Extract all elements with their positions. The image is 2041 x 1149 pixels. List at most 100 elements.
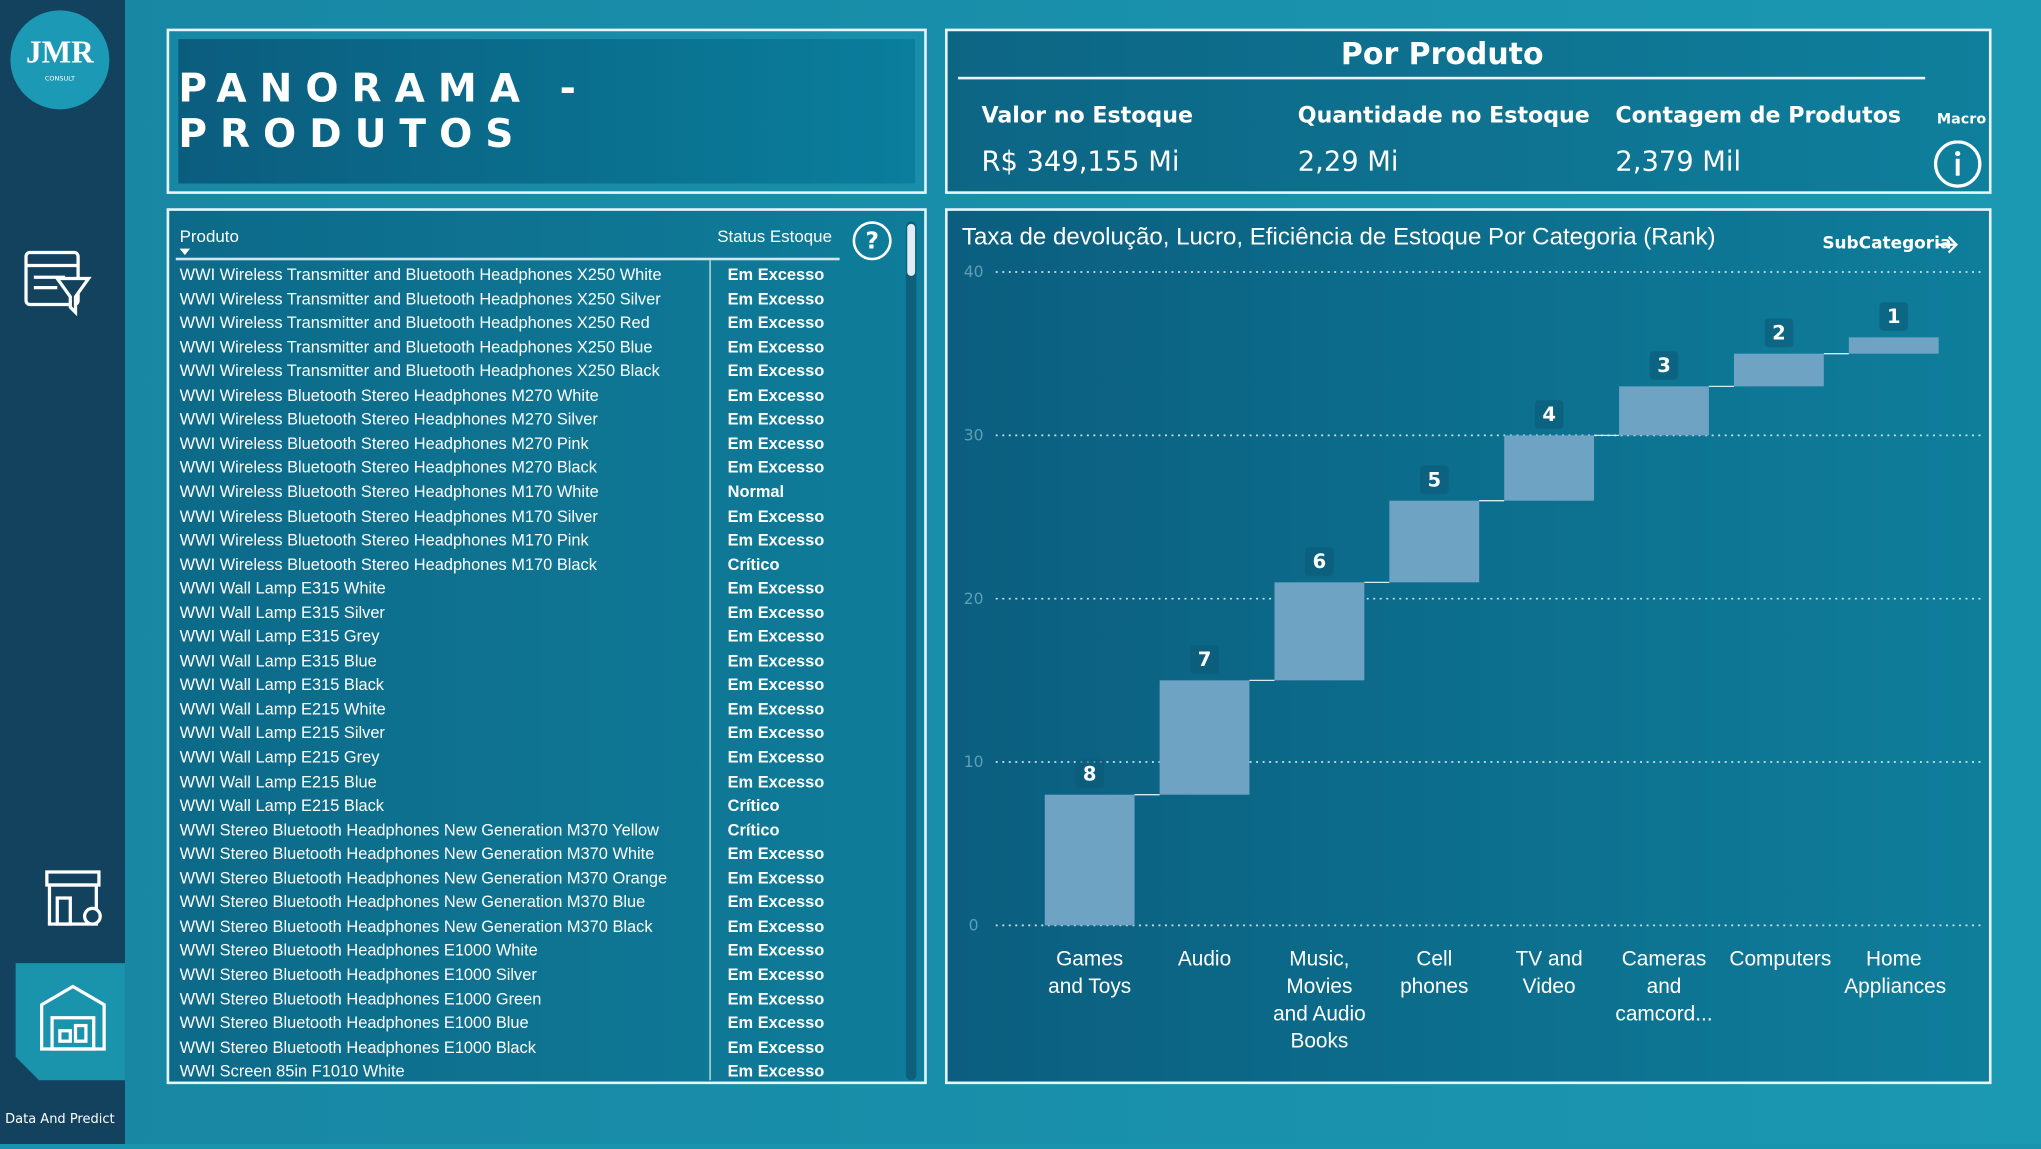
- data-label: 6: [1313, 550, 1327, 573]
- table-row[interactable]: WWI Stereo Bluetooth Headphones E1000 Bl…: [180, 1011, 825, 1034]
- status-cell: Em Excesso: [727, 1038, 825, 1057]
- data-label-bg: [1075, 759, 1104, 789]
- status-cell: Em Excesso: [727, 917, 825, 936]
- status-cell: Em Excesso: [727, 386, 825, 405]
- table-row[interactable]: WWI Wireless Transmitter and Bluetooth H…: [180, 287, 825, 310]
- table-row[interactable]: WWI Wall Lamp E215 Blue Em Excesso: [180, 770, 825, 793]
- y-tick-label: 0: [969, 917, 979, 935]
- data-label: 8: [1083, 762, 1097, 785]
- table-row[interactable]: WWI Stereo Bluetooth Headphones New Gene…: [179, 842, 825, 865]
- kpi-label: Quantidade no Estoque: [1297, 102, 1590, 129]
- product-cell: WWI Stereo Bluetooth Headphones E1000 Bl…: [179, 1038, 536, 1057]
- sort-arrow: [179, 248, 191, 256]
- data-label-bg: [1190, 645, 1219, 674]
- column-divider: [709, 260, 711, 1081]
- column-header[interactable]: Status Estoque: [717, 226, 832, 246]
- kpi-title: Por Produto: [1340, 37, 1544, 72]
- x-tick-label: Cell phones: [1400, 948, 1469, 999]
- x-tick-label: Home Appliances: [1844, 948, 1947, 999]
- table-row[interactable]: WWI Stereo Bluetooth Headphones E1000 Gr…: [179, 987, 825, 1010]
- status-cell: Em Excesso: [727, 675, 825, 695]
- table-row[interactable]: WWI Screen 85in F1010 White Em Excesso: [180, 1060, 825, 1082]
- product-cell: WWI Wall Lamp E315 White: [179, 579, 386, 598]
- table-row[interactable]: WWI Wireless Transmitter and Bluetooth H…: [180, 359, 825, 382]
- column-header[interactable]: Produto: [179, 226, 239, 246]
- data-label: 7: [1198, 648, 1212, 671]
- data-label-bg: [1879, 302, 1909, 331]
- y-tick-label: 40: [964, 263, 984, 281]
- x-tick-label: Audio: [1177, 948, 1232, 971]
- product-cell: WWI Wireless Transmitter and Bluetooth H…: [179, 265, 662, 284]
- x-tick-label: Music, Movies and Audio Books: [1273, 948, 1366, 1053]
- table-row[interactable]: WWI Stereo Bluetooth Headphones New Gene…: [180, 866, 825, 889]
- bar: [1504, 435, 1595, 501]
- data-label-bg: [1534, 400, 1564, 429]
- table-row[interactable]: WWI Stereo Bluetooth Headphones New Gene…: [179, 915, 825, 938]
- product-cell: WWI Stereo Bluetooth Headphones New Gene…: [179, 820, 659, 839]
- status-cell: Em Excesso: [727, 965, 825, 984]
- table-row[interactable]: WWI Wireless Bluetooth Stereo Headphones…: [180, 480, 784, 503]
- table-row[interactable]: WWI Wall Lamp E215 Silver Em Excesso: [180, 722, 825, 745]
- table-row[interactable]: WWI Stereo Bluetooth Headphones E1000 Wh…: [180, 939, 825, 962]
- table-row[interactable]: WWI Wireless Bluetooth Stereo Headphones…: [180, 456, 825, 479]
- table-row[interactable]: WWI Wall Lamp E215 Black Crítico: [180, 794, 780, 817]
- drill-button[interactable]: SubCategoria: [1822, 234, 1952, 254]
- table-row[interactable]: WWI Wireless Transmitter and Bluetooth H…: [180, 311, 825, 334]
- footer-label: Data And Predict: [5, 1112, 114, 1127]
- table-row[interactable]: WWI Wall Lamp E315 White Em Excesso: [179, 577, 825, 600]
- table-row[interactable]: WWI Wall Lamp E215 Grey Em Excesso: [179, 746, 825, 769]
- bar: [1274, 582, 1365, 681]
- product-cell: WWI Stereo Bluetooth Headphones New Gene…: [179, 917, 653, 936]
- warehouse-icon: [40, 984, 106, 1051]
- table-row[interactable]: WWI Wall Lamp E315 Grey Em Excesso: [180, 625, 825, 648]
- title-box: PANORAMA - PRODUTOS: [178, 39, 916, 184]
- product-cell: WWI Wireless Bluetooth Stereo Headphones…: [179, 386, 599, 405]
- drill-arrow[interactable]: [1934, 232, 1960, 258]
- data-label-bg: [1764, 318, 1794, 348]
- report-icon: [24, 250, 92, 317]
- scrollbar-track[interactable]: [905, 221, 917, 1081]
- y-tick-label: 10: [964, 753, 984, 771]
- table-row[interactable]: WWI Wireless Bluetooth Stereo Headphones…: [180, 504, 825, 527]
- product-cell: WWI Wireless Bluetooth Stereo Headphones…: [179, 531, 589, 550]
- table-row[interactable]: WWI Wall Lamp E315 Black Em Excesso: [180, 673, 825, 696]
- table-row[interactable]: WWI Wireless Bluetooth Stereo Headphones…: [180, 408, 825, 431]
- page-title: PANORAMA - PRODUTOS: [178, 65, 589, 157]
- table-row[interactable]: WWI Wireless Bluetooth Stereo Headphones…: [179, 384, 825, 407]
- help-button[interactable]: ?: [851, 220, 893, 262]
- active-tab[interactable]: [15, 963, 125, 1081]
- product-cell: WWI Stereo Bluetooth Headphones New Gene…: [179, 844, 655, 864]
- bar: [1733, 353, 1824, 387]
- info-button[interactable]: [1932, 140, 1984, 193]
- status-cell: Em Excesso: [727, 989, 825, 1008]
- scrollbar-thumb[interactable]: [907, 223, 916, 276]
- product-cell: WWI Wireless Bluetooth Stereo Headphones…: [179, 555, 597, 574]
- status-cell: Em Excesso: [727, 869, 825, 888]
- y-tick-label: 30: [964, 427, 984, 445]
- table-row[interactable]: WWI Stereo Bluetooth Headphones E1000 Si…: [180, 963, 825, 986]
- table-row[interactable]: WWI Wall Lamp E315 Blue Em Excesso: [180, 649, 825, 672]
- status-cell: Em Excesso: [727, 265, 825, 284]
- product-cell: WWI Wall Lamp E215 Grey: [179, 748, 380, 767]
- status-cell: Em Excesso: [727, 410, 825, 429]
- table-row[interactable]: WWI Stereo Bluetooth Headphones New Gene…: [180, 891, 825, 914]
- table-row[interactable]: WWI Wireless Transmitter and Bluetooth H…: [180, 335, 825, 358]
- table-row[interactable]: WWI Wireless Transmitter and Bluetooth H…: [179, 263, 825, 286]
- kpi-label: Valor no Estoque: [981, 102, 1194, 129]
- product-cell: WWI Stereo Bluetooth Headphones E1000 Gr…: [179, 989, 542, 1008]
- macro-label: Macro: [1936, 110, 1987, 128]
- table-row[interactable]: WWI Wall Lamp E315 Silver Em Excesso: [180, 601, 825, 624]
- status-cell: Crítico: [727, 555, 780, 574]
- x-tick-label: TV and Video: [1515, 948, 1583, 999]
- table-row[interactable]: WWI Wireless Bluetooth Stereo Headphones…: [179, 528, 825, 551]
- table-row[interactable]: WWI Wireless Bluetooth Stereo Headphones…: [180, 432, 825, 455]
- table-row[interactable]: WWI Stereo Bluetooth Headphones New Gene…: [179, 818, 780, 841]
- table-row[interactable]: WWI Wireless Bluetooth Stereo Headphones…: [179, 553, 780, 576]
- table-row[interactable]: WWI Stereo Bluetooth Headphones E1000 Bl…: [179, 1035, 825, 1058]
- status-cell: Em Excesso: [727, 362, 825, 381]
- table-row[interactable]: WWI Wall Lamp E215 White Em Excesso: [180, 697, 825, 720]
- status-cell: Em Excesso: [727, 941, 825, 960]
- chart-panel: Taxa de devolução, Lucro, Eficiência de …: [945, 208, 1992, 1085]
